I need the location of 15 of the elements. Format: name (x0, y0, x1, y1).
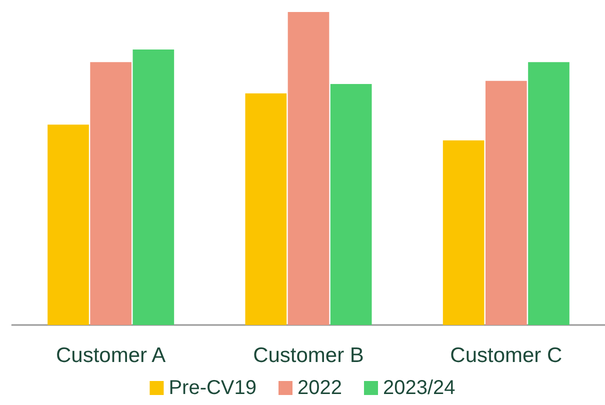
bar (330, 84, 372, 325)
bar (90, 62, 132, 325)
bar (132, 50, 174, 325)
bar (245, 93, 287, 325)
legend-label: Pre-CV19 (168, 377, 257, 399)
x-tick-label: Customer A (56, 344, 166, 367)
x-tick-label: Customer C (450, 344, 562, 367)
x-tick-label: Customer B (253, 344, 364, 367)
bar (442, 140, 484, 325)
bar (485, 80, 527, 325)
bar (48, 124, 89, 325)
bar (288, 12, 330, 325)
legend-label: 2023/24 (383, 377, 456, 399)
legend-label: 2022 (298, 377, 342, 399)
bar (528, 62, 570, 325)
